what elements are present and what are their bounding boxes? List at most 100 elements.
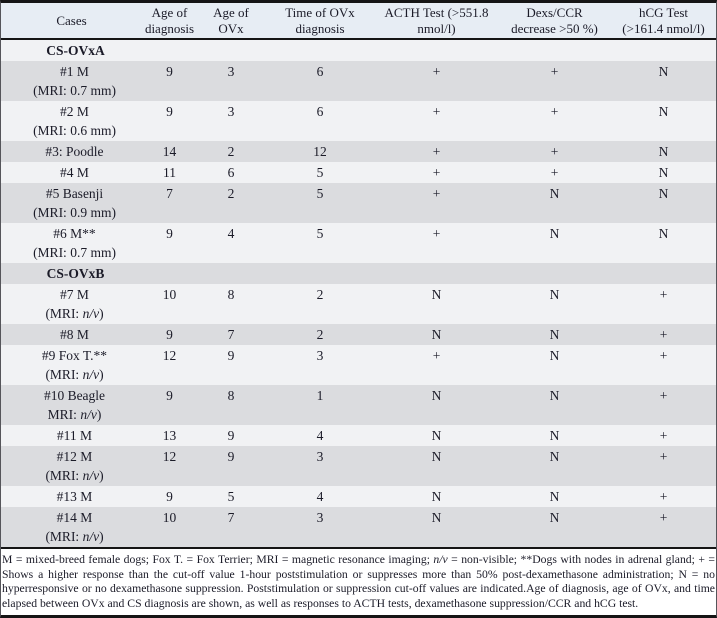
value-cell: + xyxy=(550,64,559,79)
value-cell: + xyxy=(659,327,668,342)
value-cell: N xyxy=(431,510,442,525)
case-row: #3: Poodle 14 2 12 + + N xyxy=(1,141,716,162)
value-cell: 9 xyxy=(166,64,173,79)
value-cell: N xyxy=(431,449,442,464)
value-cell: 1 xyxy=(316,388,324,403)
case-row: #5 Basenji (MRI: 0.9 mm) 7 2 5 + N N xyxy=(1,183,716,223)
value-cell: 5 xyxy=(316,186,324,201)
case-name-cell: #6 M** (MRI: 0.7 mm) xyxy=(33,226,116,260)
empty-cell xyxy=(498,39,611,61)
col-header-label: Cases xyxy=(56,12,87,28)
value-cell: 6 xyxy=(316,104,324,119)
case-name-cell: #5 Basenji (MRI: 0.9 mm) xyxy=(33,186,116,220)
value-cell: 3 xyxy=(316,449,324,464)
value-cell: + xyxy=(432,226,441,241)
case-row: #13 M 9 5 4 N N + xyxy=(1,486,716,507)
value-cell: N xyxy=(431,287,442,302)
value-cell: N xyxy=(549,428,560,443)
case-row: #7 M (MRI: n/v) 10 8 2 N N + xyxy=(1,284,716,324)
case-row: #8 M 9 7 2 N N + xyxy=(1,324,716,345)
empty-cell xyxy=(142,39,197,61)
value-cell: 9 xyxy=(227,449,235,464)
value-cell: 7 xyxy=(166,186,173,201)
value-cell: + xyxy=(659,287,668,302)
value-cell: 2 xyxy=(227,144,235,159)
case-row: #11 M 13 9 4 N N + xyxy=(1,425,716,446)
value-cell: 12 xyxy=(162,449,177,464)
case-name-cell: #10 Beagle MRI: n/v) xyxy=(43,388,106,422)
value-cell: + xyxy=(659,489,668,504)
value-cell: 5 xyxy=(316,165,324,180)
value-cell: + xyxy=(550,104,559,119)
case-name-cell: #12 M (MRI: n/v) xyxy=(45,449,104,483)
value-cell: 5 xyxy=(316,226,324,241)
value-cell: N xyxy=(658,64,669,79)
empty-cell xyxy=(375,263,498,284)
value-cell: + xyxy=(432,144,441,159)
value-cell: N xyxy=(549,348,560,363)
value-cell: N xyxy=(658,226,669,241)
header-row: Cases Age of diagnosis Age of OVx Time o… xyxy=(1,3,716,40)
value-cell: 2 xyxy=(316,287,324,302)
case-row: #1 M (MRI: 0.7 mm) 9 3 6 + + N xyxy=(1,61,716,101)
empty-cell xyxy=(611,263,716,284)
value-cell: 7 xyxy=(227,327,235,342)
empty-cell xyxy=(197,263,265,284)
case-row: #6 M** (MRI: 0.7 mm) 9 4 5 + N N xyxy=(1,223,716,263)
value-cell: N xyxy=(431,489,442,504)
value-cell: N xyxy=(549,287,560,302)
value-cell: + xyxy=(659,388,668,403)
empty-cell xyxy=(498,263,611,284)
col-header-hcg-test: hCG Test (>161.4 nmol/l) xyxy=(611,3,716,40)
group-label-cell: CS-OVxB xyxy=(46,266,105,281)
value-cell: + xyxy=(659,348,668,363)
value-cell: + xyxy=(659,428,668,443)
value-cell: N xyxy=(549,489,560,504)
case-row: #14 M (MRI: n/v) 10 7 3 N N + xyxy=(1,507,716,548)
case-name-cell: #4 M xyxy=(60,165,89,180)
empty-cell xyxy=(611,39,716,61)
value-cell: 7 xyxy=(227,510,235,525)
case-row: #10 Beagle MRI: n/v) 9 8 1 N N + xyxy=(1,385,716,425)
value-cell: + xyxy=(659,449,668,464)
value-cell: 10 xyxy=(162,510,177,525)
value-cell: 9 xyxy=(166,388,173,403)
value-cell: N xyxy=(658,144,669,159)
case-name-cell: #7 M (MRI: n/v) xyxy=(45,287,104,321)
value-cell: 3 xyxy=(227,104,235,119)
value-cell: + xyxy=(659,510,668,525)
value-cell: + xyxy=(432,348,441,363)
value-cell: N xyxy=(549,186,560,201)
value-cell: N xyxy=(431,327,442,342)
case-row: #4 M 11 6 5 + + N xyxy=(1,162,716,183)
case-name-cell: #3: Poodle xyxy=(45,144,104,159)
value-cell: 3 xyxy=(227,64,235,79)
empty-cell xyxy=(265,263,375,284)
value-cell: 9 xyxy=(166,104,173,119)
empty-cell xyxy=(375,39,498,61)
value-cell: 8 xyxy=(227,388,235,403)
value-cell: 5 xyxy=(227,489,235,504)
footnote: M = mixed-breed female dogs; Fox T. = Fo… xyxy=(2,553,715,610)
case-name-cell: #1 M (MRI: 0.7 mm) xyxy=(33,64,116,98)
value-cell: 4 xyxy=(227,226,235,241)
value-cell: N xyxy=(431,388,442,403)
value-cell: 9 xyxy=(227,348,235,363)
col-header-age-diagnosis: Age of diagnosis xyxy=(142,3,197,40)
value-cell: 12 xyxy=(162,348,177,363)
value-cell: N xyxy=(658,165,669,180)
value-cell: N xyxy=(549,327,560,342)
value-cell: 2 xyxy=(316,327,324,342)
group-label-cell: CS-OVxA xyxy=(46,43,105,58)
col-header-age-ovx: Age of OVx xyxy=(197,3,265,40)
value-cell: N xyxy=(549,449,560,464)
empty-cell xyxy=(197,39,265,61)
value-cell: + xyxy=(550,165,559,180)
empty-cell xyxy=(265,39,375,61)
col-header-time-ovx-diagnosis: Time of OVx diagnosis xyxy=(265,3,375,40)
results-table: Cases Age of diagnosis Age of OVx Time o… xyxy=(1,3,716,549)
value-cell: N xyxy=(549,510,560,525)
case-name-cell: #8 M xyxy=(60,327,89,342)
value-cell: N xyxy=(549,226,560,241)
value-cell: 6 xyxy=(316,64,324,79)
